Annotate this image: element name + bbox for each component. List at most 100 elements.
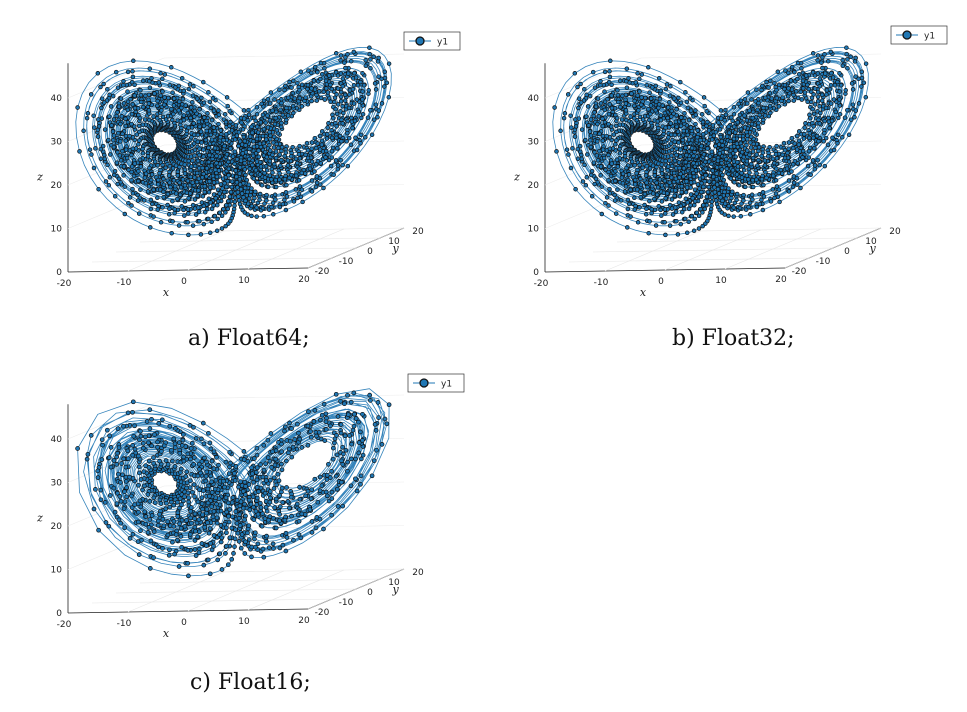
- data-point: [739, 170, 744, 176]
- data-point: [219, 226, 225, 231]
- data-point: [608, 58, 613, 64]
- data-point: [597, 148, 602, 154]
- data-point: [251, 144, 257, 150]
- data-point: [573, 186, 578, 192]
- data-point: [354, 97, 360, 102]
- data-point: [158, 501, 164, 506]
- data-point: [747, 200, 753, 206]
- data-point: [129, 111, 135, 117]
- data-point: [726, 203, 732, 209]
- data-point: [709, 149, 715, 154]
- data-point: [200, 165, 205, 171]
- series-markers-y1: [552, 45, 869, 238]
- data-point: [194, 170, 200, 176]
- data-point: [297, 184, 303, 189]
- data-point: [763, 170, 768, 175]
- data-point: [190, 180, 195, 185]
- data-point: [130, 74, 136, 80]
- data-point: [731, 214, 736, 219]
- x-tick-label: -10: [117, 278, 132, 288]
- data-point: [165, 191, 171, 197]
- data-point: [768, 199, 774, 204]
- data-point: [646, 65, 651, 70]
- data-point: [179, 105, 184, 111]
- data-point: [166, 95, 171, 101]
- data-point: [216, 121, 221, 127]
- data-point: [236, 129, 242, 135]
- data-point: [772, 195, 777, 201]
- data-point: [85, 111, 91, 116]
- x-tick-label: -20: [57, 279, 72, 289]
- data-point: [675, 232, 681, 237]
- data-point: [148, 225, 153, 230]
- data-point: [754, 87, 759, 92]
- data-point: [671, 170, 677, 176]
- data-point: [693, 121, 698, 127]
- data-point: [647, 90, 652, 95]
- data-point: [572, 127, 578, 133]
- data-point: [819, 60, 824, 65]
- data-point: [242, 185, 248, 191]
- data-point: [753, 145, 758, 151]
- data-point: [288, 153, 294, 159]
- data-point: [606, 121, 611, 127]
- data-point: [751, 127, 757, 133]
- data-point: [329, 148, 335, 154]
- data-point: [699, 189, 704, 195]
- data-point: [272, 192, 278, 198]
- data-point: [817, 84, 822, 89]
- data-point: [191, 84, 196, 89]
- data-point: [856, 101, 862, 106]
- data-point: [265, 113, 270, 118]
- data-point: [213, 167, 218, 173]
- grid-line: [640, 53, 882, 59]
- data-point: [789, 64, 795, 70]
- data-point: [576, 96, 582, 101]
- data-point: [756, 148, 761, 154]
- data-point: [811, 111, 817, 117]
- data-point: [637, 205, 642, 210]
- data-point: [322, 97, 328, 102]
- grid-line: [163, 568, 405, 574]
- data-point: [200, 194, 206, 199]
- data-point: [191, 424, 196, 430]
- data-point: [215, 202, 220, 208]
- data-point: [167, 163, 173, 169]
- data-point: [329, 155, 335, 160]
- data-point: [260, 205, 266, 211]
- data-point: [693, 112, 699, 118]
- data-point: [596, 114, 602, 119]
- data-point: [812, 145, 817, 151]
- data-point: [595, 96, 601, 101]
- data-point: [221, 206, 226, 212]
- data-point: [727, 162, 732, 168]
- data-point: [207, 152, 212, 158]
- data-point: [828, 101, 834, 106]
- data-point: [765, 153, 771, 159]
- data-point: [781, 140, 787, 146]
- data-point: [340, 121, 345, 126]
- data-point: [242, 160, 247, 166]
- data-point: [289, 85, 294, 90]
- data-point: [652, 173, 657, 178]
- data-point: [272, 161, 277, 167]
- data-point: [278, 124, 284, 130]
- data-point: [160, 205, 165, 210]
- data-point: [724, 146, 729, 152]
- data-point: [830, 75, 836, 80]
- data-point: [744, 173, 750, 178]
- data-point: [340, 76, 346, 81]
- data-point: [195, 193, 200, 199]
- data-point: [136, 123, 142, 129]
- series-line-y1: [77, 388, 390, 577]
- data-point: [111, 172, 117, 178]
- data-point: [246, 107, 251, 113]
- data-point: [170, 117, 175, 123]
- legend: y1: [890, 25, 948, 45]
- data-point: [207, 99, 213, 105]
- data-point: [749, 97, 754, 102]
- data-point: [211, 125, 217, 130]
- data-point: [192, 153, 197, 158]
- data-point: [201, 171, 206, 177]
- data-point: [262, 170, 267, 176]
